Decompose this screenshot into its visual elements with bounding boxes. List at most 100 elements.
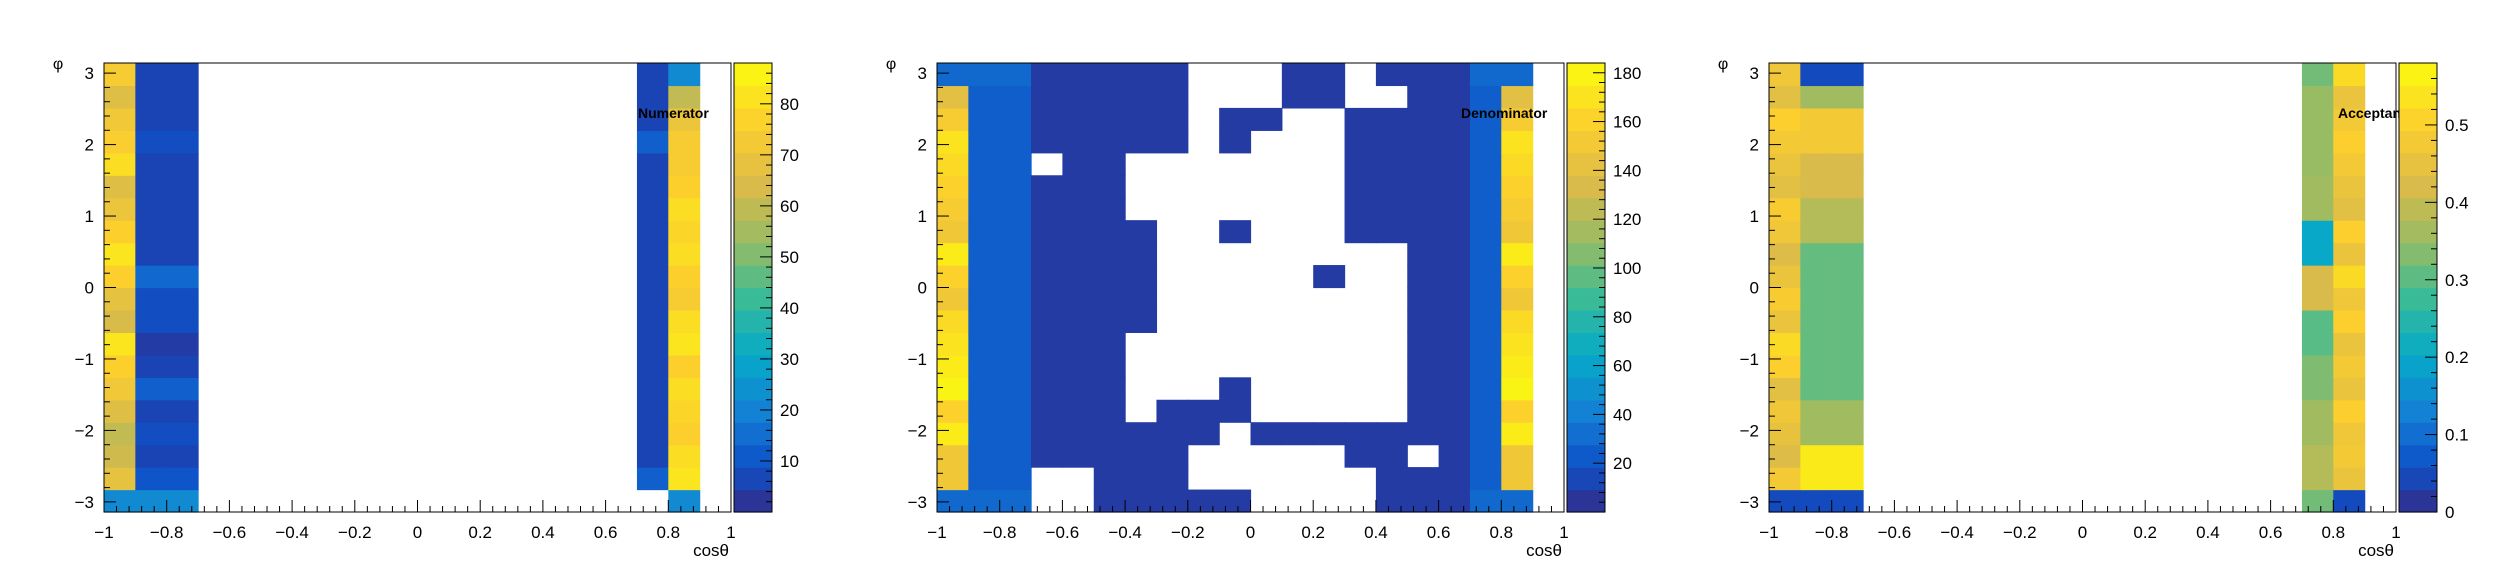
heatmap-cell	[1800, 444, 1833, 468]
x-tick-label: −1	[927, 523, 946, 542]
colorbar-segment	[2399, 444, 2437, 468]
heatmap-cell	[166, 242, 199, 266]
heatmap-cell	[999, 265, 1032, 289]
heatmap-cell	[1093, 85, 1126, 109]
heatmap-cell	[1031, 377, 1063, 401]
heatmap-cell	[937, 399, 969, 423]
x-tick-label: 0.8	[2321, 523, 2345, 542]
heatmap-cell	[1344, 175, 1377, 199]
heatmap-cell	[1375, 175, 1408, 199]
heatmap-cell	[104, 107, 136, 131]
heatmap-cell	[1062, 354, 1095, 378]
heatmap-cell	[166, 265, 199, 289]
heatmap-cell	[999, 399, 1032, 423]
heatmap-cell	[1156, 444, 1189, 468]
heatmap-cell	[1407, 242, 1440, 266]
heatmap-cell	[1062, 197, 1095, 221]
heatmap-cell	[1769, 130, 1801, 154]
colorbar-segment	[734, 309, 772, 333]
heatmap-cell	[968, 422, 1001, 446]
heatmap-cell	[1800, 287, 1833, 311]
heatmap-cell	[2301, 265, 2334, 289]
heatmap-cell	[968, 287, 1001, 311]
heatmap-cell	[999, 220, 1032, 244]
heatmap-cell	[999, 422, 1032, 446]
heatmap-cell	[1831, 242, 1864, 266]
heatmap-cell	[2333, 220, 2366, 244]
heatmap-cell	[166, 354, 199, 378]
heatmap-cell	[1800, 107, 1833, 131]
heatmap-cell	[999, 197, 1032, 221]
heatmap-cell	[668, 489, 701, 513]
heatmap-cell	[1125, 467, 1158, 491]
heatmap-cell	[1093, 220, 1126, 244]
heatmap-cell	[2301, 444, 2334, 468]
heatmap-cell	[1375, 63, 1408, 87]
heatmap-cell	[166, 63, 199, 87]
heatmap-cell	[1125, 444, 1158, 468]
heatmap-cell	[968, 197, 1001, 221]
colorbar-segment	[1567, 489, 1605, 513]
heatmap-cell	[1093, 197, 1126, 221]
heatmap-cell	[1093, 152, 1126, 176]
heatmap-cell	[1031, 287, 1063, 311]
heatmap-cell	[1031, 444, 1063, 468]
heatmap-cell	[1062, 152, 1095, 176]
plot-title: Numerator	[638, 105, 709, 121]
heatmap-cell	[1769, 489, 1801, 513]
heatmap-cell	[668, 354, 701, 378]
heatmap-cell	[1469, 399, 1502, 423]
heatmap-cell	[166, 467, 199, 491]
x-tick-label: 0.8	[656, 523, 680, 542]
heatmap-cell	[668, 130, 701, 154]
colorbar-segment	[2399, 332, 2437, 356]
y-tick-label: 1	[85, 207, 94, 226]
heatmap-cell	[1438, 399, 1471, 423]
heatmap-cell	[1407, 85, 1440, 109]
heatmap-cell	[1800, 399, 1833, 423]
heatmap-cell	[1156, 399, 1189, 423]
heatmap-cell	[668, 242, 701, 266]
heatmap-cell	[2301, 489, 2334, 513]
heatmap-cell	[668, 444, 701, 468]
heatmap-cell	[166, 197, 199, 221]
heatmap-cell	[2333, 152, 2366, 176]
heatmap-cell	[166, 399, 199, 423]
heatmap-cell	[1407, 377, 1440, 401]
heatmap-cell	[1344, 107, 1377, 131]
heatmap-cell	[1187, 489, 1220, 513]
heatmap-cell	[999, 309, 1032, 333]
heatmap-cell	[968, 309, 1001, 333]
heatmap-cell	[2301, 467, 2334, 491]
heatmap-cell	[1501, 309, 1534, 333]
heatmap-cell	[999, 467, 1032, 491]
heatmap-cell	[1156, 130, 1189, 154]
heatmap-cell	[1501, 489, 1534, 513]
heatmap-cell	[1313, 63, 1346, 87]
heatmap-cell	[2333, 422, 2366, 446]
heatmap-cell	[1800, 85, 1833, 109]
heatmap-cell	[2333, 354, 2366, 378]
heatmap-cell	[1407, 175, 1440, 199]
heatmap-cell	[2333, 130, 2366, 154]
heatmap-panel-3: −1 −0.8 −0.6 −0.4 −0.2 0 0.2 0.4 0.6 0.8 1cosθ−3−2…	[1718, 56, 2469, 560]
heatmap-cell	[1031, 197, 1063, 221]
heatmap-cell	[104, 332, 136, 356]
heatmap-cell	[1469, 309, 1502, 333]
x-tick-label: 0	[1246, 523, 1255, 542]
heatmap-cell	[636, 85, 669, 109]
heatmap-cell	[166, 107, 199, 131]
heatmap-cell	[104, 287, 136, 311]
heatmap-cell	[2333, 489, 2366, 513]
colorbar-tick-label: 60	[1613, 357, 1632, 376]
colorbar-segment	[1567, 265, 1605, 289]
heatmap-cell	[937, 242, 969, 266]
heatmap-cell	[636, 399, 669, 423]
colorbar-segment	[2399, 354, 2437, 378]
heatmap-cell	[1219, 220, 1252, 244]
heatmap-cell	[1156, 85, 1189, 109]
heatmap-cell	[636, 107, 669, 131]
heatmap-cell	[1831, 197, 1864, 221]
